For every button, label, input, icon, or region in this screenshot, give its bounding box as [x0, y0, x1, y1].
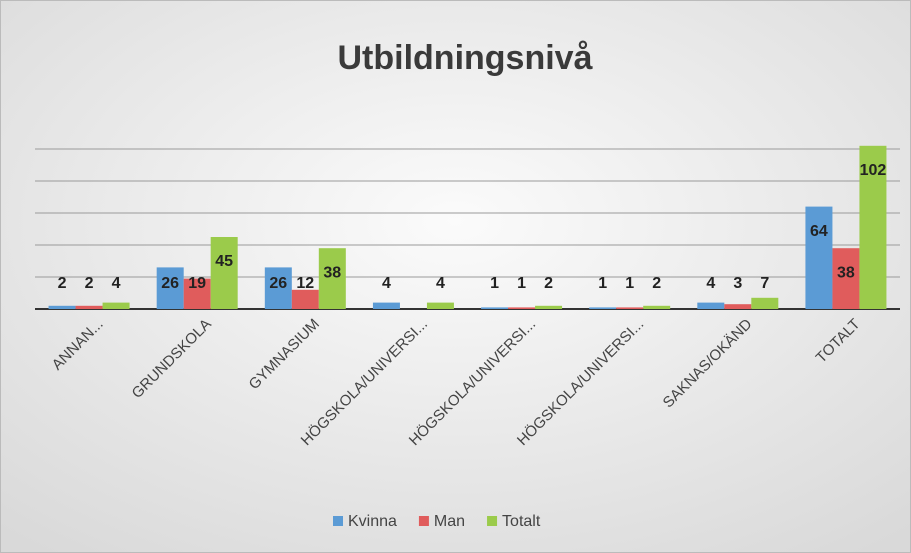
legend-label: Man	[434, 513, 465, 530]
data-label: 7	[760, 275, 769, 292]
bar	[75, 305, 103, 309]
data-label: 3	[733, 275, 742, 292]
bar	[508, 307, 536, 309]
data-label: 1	[517, 275, 526, 292]
data-label: 2	[652, 275, 661, 292]
bar	[318, 248, 346, 309]
bar	[859, 145, 887, 309]
chart-title: Utbildningsnivå	[338, 39, 593, 77]
data-label: 2	[544, 275, 553, 292]
bar	[426, 302, 454, 309]
legend-swatch	[487, 516, 498, 526]
bar	[697, 302, 725, 309]
bar	[589, 307, 617, 309]
bar	[183, 278, 211, 309]
bar	[751, 297, 779, 309]
bar	[210, 237, 238, 309]
data-label: 4	[112, 275, 121, 292]
data-label: 102	[860, 162, 887, 179]
data-label: 2	[85, 275, 94, 292]
bar	[372, 302, 400, 309]
data-label: 38	[837, 264, 855, 281]
bar	[616, 307, 644, 309]
data-label: 26	[161, 275, 179, 292]
bar	[805, 206, 833, 309]
data-label: 64	[810, 223, 828, 240]
bar	[832, 248, 860, 309]
bar	[481, 307, 509, 309]
data-label: 1	[490, 275, 499, 292]
bar	[102, 302, 130, 309]
bar	[264, 267, 292, 309]
data-label: 1	[625, 275, 634, 292]
data-label: 45	[215, 253, 233, 270]
bar	[291, 289, 319, 309]
legend-label: Totalt	[502, 513, 541, 530]
bar	[156, 267, 184, 309]
legend-swatch	[418, 516, 429, 526]
legend-swatch	[333, 516, 343, 526]
bar	[724, 304, 752, 309]
data-label: 4	[382, 275, 391, 292]
data-label: 2	[58, 275, 67, 292]
bar	[643, 305, 671, 309]
data-label: 4	[706, 275, 715, 292]
legend-label: Kvinna	[348, 513, 397, 530]
data-label: 26	[269, 275, 287, 292]
data-label: 12	[296, 275, 314, 292]
bar	[535, 305, 563, 309]
data-label: 38	[323, 264, 341, 281]
data-label: 1	[598, 275, 607, 292]
bar	[48, 305, 76, 309]
data-label: 4	[436, 275, 445, 292]
data-label: 19	[188, 275, 206, 292]
